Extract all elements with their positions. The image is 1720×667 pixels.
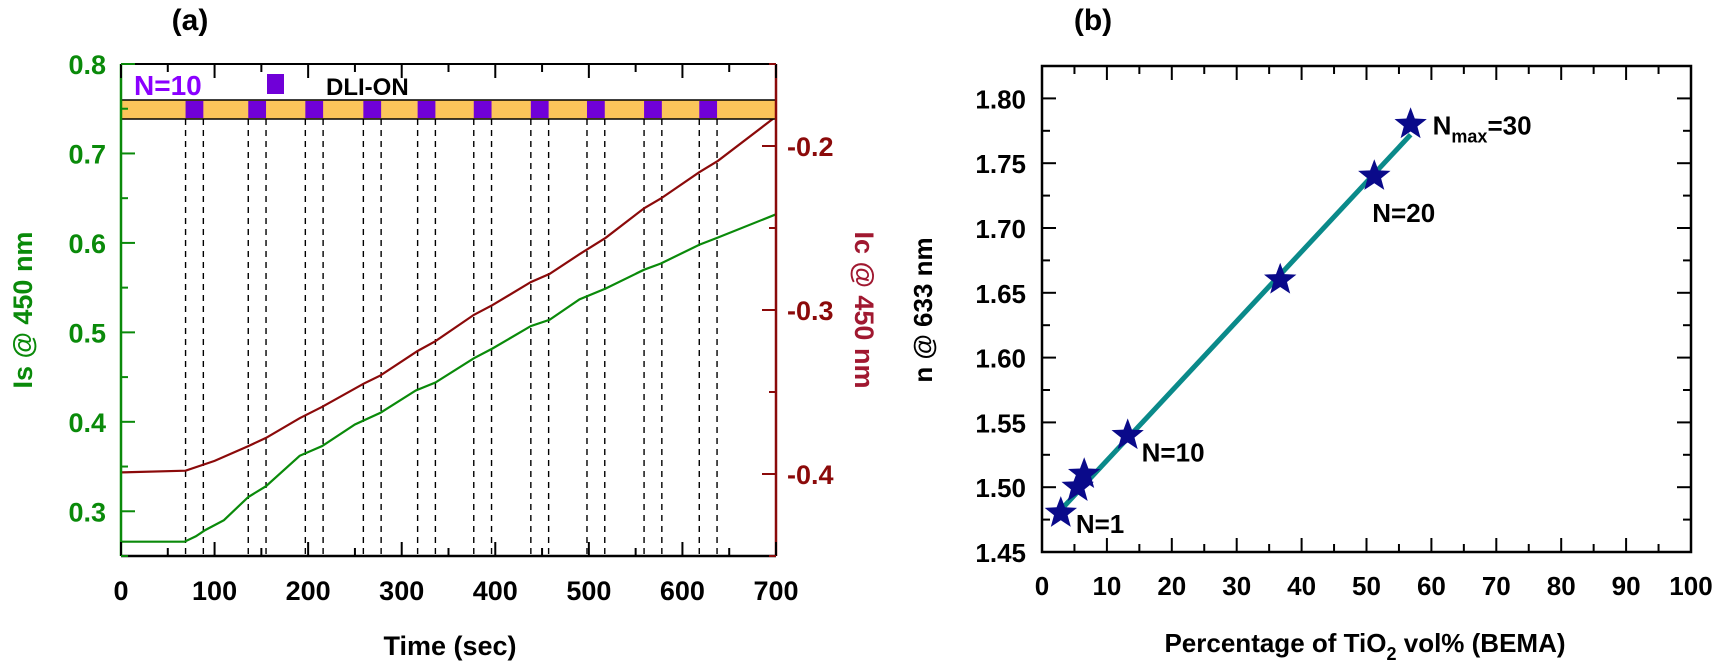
- y-tick-label: 1.55: [975, 408, 1026, 438]
- x-axis-label-main: Percentage of TiO: [1164, 628, 1386, 658]
- data-point-label-rest: =30: [1487, 110, 1531, 140]
- y-tick-label: 1.80: [975, 84, 1026, 114]
- dli-pulse-block: [473, 101, 492, 118]
- panel-b: (b) 0 10 20 30 40 50 60 70 80 90 100 1.45 1.50 1.55 1.6…: [908, 4, 1713, 664]
- y-tick-label: 1.70: [975, 214, 1026, 244]
- dli-pulse-block: [363, 101, 382, 118]
- dli-pulse-block: [586, 101, 605, 118]
- dli-pulse-block: [417, 101, 436, 118]
- data-point-label: N=1: [1076, 509, 1124, 539]
- x-tick-label: 500: [566, 576, 611, 606]
- y-tick-label: 1.60: [975, 344, 1026, 374]
- x-tick-label: 40: [1287, 571, 1316, 601]
- x-tick-label: 200: [286, 576, 331, 606]
- data-point-star: [1358, 159, 1391, 190]
- x-tick-label: 10: [1092, 571, 1121, 601]
- x-tick-label: 0: [1035, 571, 1049, 601]
- data-point-star: [1068, 457, 1101, 488]
- data-point-label-subscript: max: [1451, 126, 1487, 146]
- y-tick-label: 1.75: [975, 149, 1026, 179]
- x-axis-label: Percentage of TiO2 vol% (BEMA): [1164, 628, 1565, 664]
- x-tick-label: 20: [1157, 571, 1186, 601]
- panel-a: (a) 0 100 200 300 400 500 600 700 0.3 0.4 0.5 0.6 0.7…: [8, 4, 879, 661]
- x-tick-label: 30: [1222, 571, 1251, 601]
- data-point-label: N=20: [1372, 198, 1435, 228]
- x-tick-label: 400: [473, 576, 518, 606]
- left-y-tick-label: 0.7: [68, 139, 106, 169]
- data-point-label-text: N=1: [1076, 509, 1124, 539]
- data-point-label: Nmax=30: [1433, 110, 1532, 146]
- x-tick-label: 50: [1352, 571, 1381, 601]
- panel-label: (b): [1074, 4, 1112, 37]
- x-axis-label-subscript: 2: [1387, 644, 1397, 664]
- left-y-tick-label: 0.5: [68, 318, 106, 348]
- x-axis-label: Time (sec): [383, 631, 516, 661]
- y-tick-label: 1.45: [975, 538, 1026, 568]
- legend-pulse-label: DLI-ON: [326, 74, 409, 101]
- y-tick-label: 1.50: [975, 473, 1026, 503]
- x-tick-label: 700: [753, 576, 798, 606]
- x-tick-label: 100: [1669, 571, 1712, 601]
- is-series-line: [121, 213, 777, 543]
- x-tick-label: 60: [1417, 571, 1446, 601]
- data-point-label: N=10: [1142, 437, 1205, 467]
- dli-pulse-block: [305, 101, 324, 118]
- ic-series-line: [120, 115, 777, 474]
- x-tick-label: 80: [1547, 571, 1576, 601]
- x-axis-label-rest: vol% (BEMA): [1397, 628, 1566, 658]
- x-tick-label: 100: [192, 576, 237, 606]
- x-tick-label: 600: [660, 576, 705, 606]
- linear-fit-line: [1059, 132, 1413, 511]
- left-y-tick-label: 0.6: [68, 229, 106, 259]
- x-tick-label: 90: [1612, 571, 1641, 601]
- data-point-star: [1394, 107, 1427, 139]
- data-point-star: [1264, 262, 1297, 294]
- data-point-star: [1044, 496, 1077, 527]
- x-tick-label: 70: [1482, 571, 1511, 601]
- data-point-label-text: N=10: [1142, 437, 1205, 467]
- left-y-tick-label: 0.3: [68, 497, 106, 527]
- y-axis-label: n @ 633 nm: [908, 237, 938, 382]
- data-point-label-text: N=20: [1372, 198, 1435, 228]
- data-point-label-text: N: [1433, 110, 1452, 140]
- dli-pulse-block: [185, 101, 204, 118]
- left-y-axis-label: Is @ 450 nm: [8, 232, 38, 389]
- y-tick-label: 1.65: [975, 279, 1026, 309]
- right-y-axis-label: Ic @ 450 nm: [849, 232, 879, 389]
- dli-pulse-block: [644, 101, 662, 118]
- right-y-tick-label: -0.2: [787, 132, 834, 162]
- x-tick-label: 0: [113, 576, 128, 606]
- dli-pulse-block: [530, 101, 549, 118]
- right-y-tick-label: -0.4: [787, 460, 834, 490]
- left-y-tick-label: 0.4: [68, 408, 106, 438]
- dli-pulse-block: [699, 101, 718, 118]
- panel-label: (a): [172, 4, 209, 37]
- legend-pulse-marker: [267, 74, 284, 94]
- data-point-star: [1111, 418, 1144, 450]
- dli-status-bar: [120, 99, 777, 120]
- right-y-tick-label: -0.3: [787, 296, 834, 326]
- cycle-count-label: N=10: [134, 70, 202, 101]
- dli-pulse-block: [248, 101, 267, 118]
- plot-frame: [1040, 64, 1693, 554]
- x-tick-label: 300: [379, 576, 424, 606]
- left-y-tick-label: 0.8: [68, 50, 106, 80]
